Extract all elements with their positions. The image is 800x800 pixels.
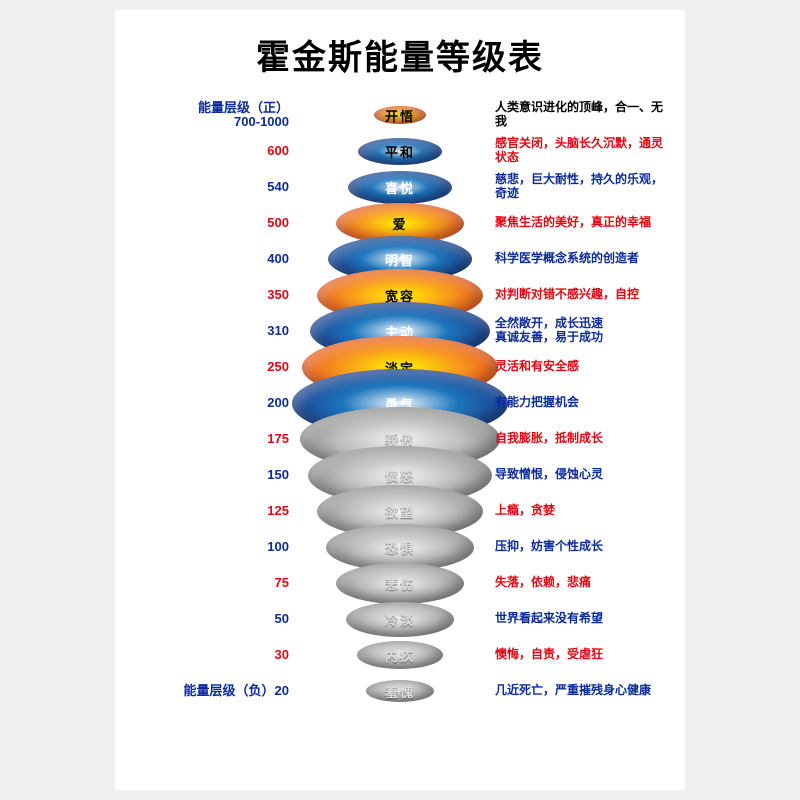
level-value-label: 200 <box>130 396 295 410</box>
level-disc-label: 平和 <box>385 142 415 161</box>
level-disc: 内疚 <box>357 641 443 669</box>
level-disc-label: 喜悦 <box>385 178 415 197</box>
poster-title: 霍金斯能量等级表 <box>130 30 670 79</box>
levels-stack: 能量层级（正） 700-1000 开悟 人类意识进化的顶峰，合一、无我 600 平和 感官… <box>130 97 670 709</box>
level-value-label: 能量层级（正） 700-1000 <box>130 101 295 130</box>
level-disc-label: 欲望 <box>385 502 415 521</box>
level-value-label: 150 <box>130 468 295 482</box>
level-description: 导致憎恨，侵蚀心灵 <box>495 468 670 482</box>
level-description: 慈悲，巨大耐性，持久的乐观，奇迹 <box>495 173 670 201</box>
level-description: 聚焦生活的美好，真正的幸福 <box>495 216 670 230</box>
level-value-label: 50 <box>130 612 295 626</box>
level-description: 几近死亡，严重摧残身心健康 <box>495 684 670 698</box>
level-disc: 冷淡 <box>346 602 454 637</box>
level-description: 全然敞开，成长迅速 真诚友善，易于成功 <box>495 317 670 345</box>
level-value-label: 30 <box>130 648 295 662</box>
level-value-label: 400 <box>130 252 295 266</box>
level-disc-label: 悲伤 <box>385 574 415 593</box>
level-disc-label: 开悟 <box>385 106 415 125</box>
level-row: 30 内疚 懊悔，自责，受虐狂 <box>130 637 670 673</box>
level-description: 人类意识进化的顶峰，合一、无我 <box>495 101 670 129</box>
level-description: 上瘾，贪婪 <box>495 504 670 518</box>
level-value-label: 600 <box>130 144 295 158</box>
level-description: 灵活和有安全感 <box>495 360 670 374</box>
level-row: 600 平和 感官关闭，头脑长久沉默，通灵状态 <box>130 133 670 169</box>
level-disc-label: 内疚 <box>385 646 415 665</box>
level-value-label: 540 <box>130 180 295 194</box>
level-row: 100 恐惧 压抑，妨害个性成长 <box>130 529 670 565</box>
level-disc: 开悟 <box>374 106 426 124</box>
level-description: 有能力把握机会 <box>495 396 670 410</box>
level-row: 540 喜悦 慈悲，巨大耐性，持久的乐观，奇迹 <box>130 169 670 205</box>
level-description: 感官关闭，头脑长久沉默，通灵状态 <box>495 137 670 165</box>
level-disc: 喜悦 <box>348 171 452 204</box>
level-description: 懊悔，自责，受虐狂 <box>495 648 670 662</box>
level-description: 科学医学概念系统的创造者 <box>495 252 670 266</box>
level-value-label: 250 <box>130 360 295 374</box>
level-disc-label: 恐惧 <box>385 538 415 557</box>
level-disc: 悲伤 <box>336 563 464 604</box>
level-row: 50 冷淡 世界看起来没有希望 <box>130 601 670 637</box>
level-value-label: 500 <box>130 216 295 230</box>
level-description: 对判断对错不感兴趣，自控 <box>495 288 670 302</box>
level-disc-label: 爱 <box>392 214 407 233</box>
level-value-label: 能量层级（负）20 <box>130 684 295 698</box>
level-value-label: 100 <box>130 540 295 554</box>
level-disc-label: 愤怒 <box>385 466 415 485</box>
level-row: 能量层级（正） 700-1000 开悟 人类意识进化的顶峰，合一、无我 <box>130 97 670 133</box>
level-value-label: 350 <box>130 288 295 302</box>
level-row: 能量层级（负）20 羞愧 几近死亡，严重摧残身心健康 <box>130 673 670 709</box>
level-value-label: 125 <box>130 504 295 518</box>
level-disc: 羞愧 <box>366 680 434 702</box>
level-value-label: 175 <box>130 432 295 446</box>
level-value-label: 310 <box>130 324 295 338</box>
level-value-label: 75 <box>130 576 295 590</box>
level-row: 75 悲伤 失落，依赖，悲痛 <box>130 565 670 601</box>
level-description: 自我膨胀，抵制成长 <box>495 432 670 446</box>
level-description: 压抑，妨害个性成长 <box>495 540 670 554</box>
level-disc-label: 冷淡 <box>385 610 415 629</box>
level-disc: 平和 <box>358 138 442 165</box>
level-disc-label: 明智 <box>385 250 415 269</box>
energy-levels-poster: 霍金斯能量等级表 能量层级（正） 700-1000 开悟 人类意识进化的顶峰，合一、… <box>115 10 685 790</box>
level-description: 失落，依赖，悲痛 <box>495 576 670 590</box>
level-description: 世界看起来没有希望 <box>495 612 670 626</box>
level-disc-label: 羞愧 <box>385 682 415 701</box>
